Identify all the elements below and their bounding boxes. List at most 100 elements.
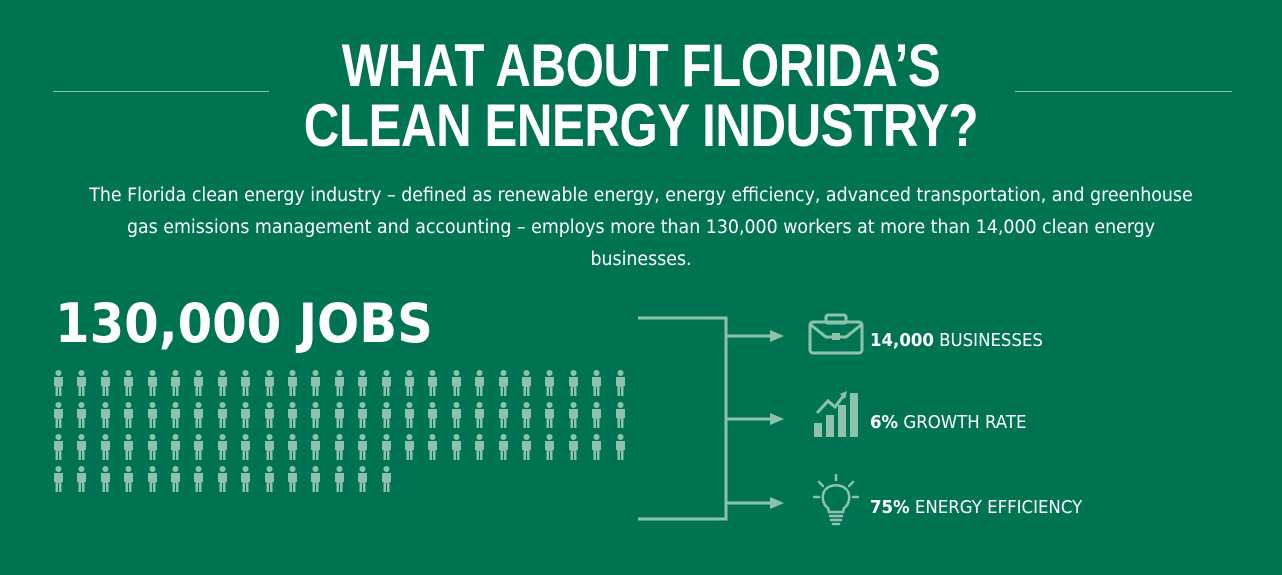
- person-icon: [76, 466, 87, 492]
- stat-growth-value: 6%: [870, 412, 899, 433]
- person-icon: [357, 370, 368, 396]
- person-icon: [451, 370, 462, 396]
- person-icon: [451, 402, 462, 428]
- intro-paragraph: The Florida clean energy industry – defi…: [89, 185, 1193, 270]
- person-icon: [217, 466, 228, 492]
- title-rule-left: [53, 91, 269, 92]
- person-icon: [76, 434, 87, 460]
- person-icon: [76, 370, 87, 396]
- person-icon: [521, 434, 532, 460]
- person-icon: [334, 434, 345, 460]
- person-icon: [100, 434, 111, 460]
- person-icon: [147, 370, 158, 396]
- person-icon: [451, 434, 462, 460]
- person-icon: [357, 434, 368, 460]
- person-icon: [544, 402, 555, 428]
- stat-businesses-value: 14,000: [870, 330, 934, 351]
- bar-chart-growth-icon: [814, 391, 860, 441]
- person-icon: [498, 370, 509, 396]
- person-icon: [310, 434, 321, 460]
- person-icon: [170, 466, 181, 492]
- person-icon: [147, 434, 158, 460]
- person-icon: [357, 466, 368, 492]
- person-icon: [334, 370, 345, 396]
- person-icon: [287, 434, 298, 460]
- person-icon: [123, 466, 134, 492]
- person-icon: [427, 370, 438, 396]
- person-icon: [591, 402, 602, 428]
- person-icon: [310, 466, 321, 492]
- person-icon: [193, 466, 204, 492]
- person-icon: [100, 370, 111, 396]
- person-icon: [76, 402, 87, 428]
- title-rule-right: [1015, 91, 1232, 92]
- person-icon: [498, 434, 509, 460]
- person-icon: [568, 370, 579, 396]
- person-icon: [404, 402, 415, 428]
- person-icon: [427, 402, 438, 428]
- person-icon: [100, 466, 111, 492]
- person-icon: [100, 402, 111, 428]
- person-icon: [193, 370, 204, 396]
- person-icon: [53, 434, 64, 460]
- person-icon: [568, 434, 579, 460]
- person-icon: [217, 402, 228, 428]
- person-icon: [193, 402, 204, 428]
- person-icon: [264, 402, 275, 428]
- person-icon: [404, 370, 415, 396]
- person-icon: [240, 434, 251, 460]
- person-icon: [591, 370, 602, 396]
- person-icon: [521, 402, 532, 428]
- stat-growth-rate: 6% GROWTH RATE: [870, 412, 1026, 433]
- person-icon: [123, 370, 134, 396]
- person-icon: [123, 402, 134, 428]
- person-icon: [53, 370, 64, 396]
- person-icon: [264, 434, 275, 460]
- person-icon: [334, 402, 345, 428]
- jobs-headline: 130,000 JOBS: [55, 292, 433, 355]
- jobs-people-grid: [53, 370, 633, 500]
- person-icon: [474, 434, 485, 460]
- stat-growth-label: GROWTH RATE: [903, 412, 1027, 433]
- person-icon: [264, 370, 275, 396]
- person-icon: [123, 434, 134, 460]
- lightbulb-icon: [812, 473, 860, 530]
- person-icon: [615, 370, 626, 396]
- person-icon: [310, 402, 321, 428]
- person-icon: [287, 402, 298, 428]
- person-icon: [217, 434, 228, 460]
- stat-businesses-label: BUSINESSES: [939, 330, 1043, 351]
- person-icon: [544, 370, 555, 396]
- person-icon: [404, 434, 415, 460]
- page-title-line-2: CLEAN ENERGY INDUSTRY?: [303, 92, 979, 159]
- person-icon: [287, 370, 298, 396]
- person-icon: [568, 402, 579, 428]
- person-icon: [334, 466, 345, 492]
- page-title-line-1: WHAT ABOUT FLORIDA’S: [341, 32, 941, 99]
- stat-energy-efficiency: 75% ENERGY EFFICIENCY: [870, 497, 1082, 518]
- person-icon: [147, 402, 158, 428]
- person-icon: [498, 402, 509, 428]
- person-icon: [217, 370, 228, 396]
- person-icon: [264, 466, 275, 492]
- person-icon: [381, 466, 392, 492]
- person-icon: [53, 402, 64, 428]
- person-icon: [381, 370, 392, 396]
- stat-efficiency-label: ENERGY EFFICIENCY: [914, 497, 1083, 518]
- person-icon: [193, 434, 204, 460]
- stat-businesses: 14,000 BUSINESSES: [870, 330, 1043, 351]
- person-icon: [474, 370, 485, 396]
- person-icon: [544, 434, 555, 460]
- person-icon: [170, 434, 181, 460]
- person-icon: [521, 370, 532, 396]
- person-icon: [591, 434, 602, 460]
- person-icon: [381, 434, 392, 460]
- person-icon: [147, 466, 158, 492]
- stat-efficiency-value: 75%: [870, 497, 910, 518]
- person-icon: [357, 402, 368, 428]
- person-icon: [170, 402, 181, 428]
- person-icon: [240, 402, 251, 428]
- person-icon: [53, 466, 64, 492]
- person-icon: [427, 434, 438, 460]
- person-icon: [310, 370, 321, 396]
